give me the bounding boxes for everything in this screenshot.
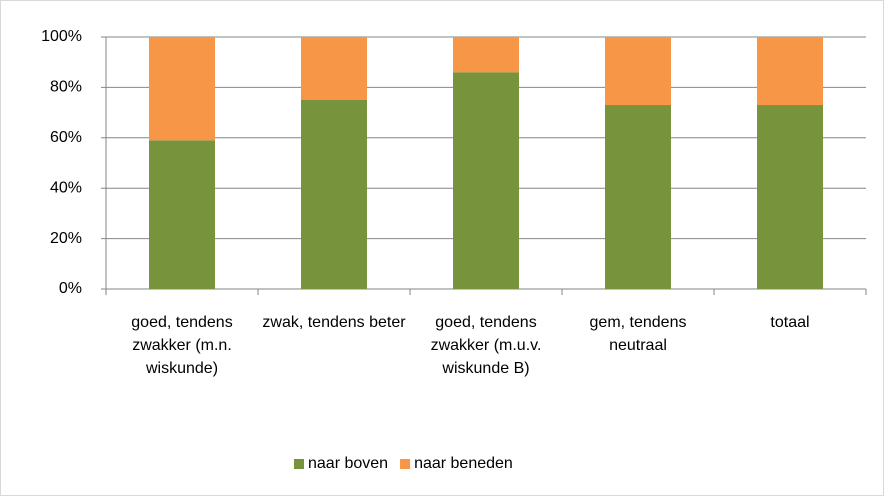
x-tick-label: goed, tendens zwakker (m.u.v. wiskunde B… bbox=[430, 314, 542, 377]
x-tick-label: gem, tendens neutraal bbox=[589, 314, 687, 354]
bar-segment bbox=[605, 105, 671, 289]
legend-label: naar boven bbox=[308, 455, 388, 472]
bar-segment bbox=[757, 37, 823, 106]
legend-swatch bbox=[294, 459, 304, 469]
bar-segment bbox=[605, 37, 671, 106]
bar-segment bbox=[149, 37, 215, 141]
y-tick-label: 20% bbox=[50, 230, 82, 247]
legend-label: naar beneden bbox=[414, 455, 513, 472]
y-tick-label: 60% bbox=[50, 129, 82, 146]
y-tick-label: 0% bbox=[59, 280, 82, 297]
y-tick-label: 100% bbox=[41, 28, 82, 45]
x-tick-label: goed, tendens zwakker (m.n. wiskunde) bbox=[131, 314, 233, 377]
bar-segment bbox=[757, 105, 823, 289]
bar-segment bbox=[149, 140, 215, 289]
bar-segment bbox=[453, 72, 519, 289]
bar-segment bbox=[453, 37, 519, 73]
x-tick-label: totaal bbox=[770, 314, 810, 331]
bar-segment bbox=[301, 100, 367, 289]
legend-swatch bbox=[400, 459, 411, 469]
bar-segment bbox=[301, 37, 367, 100]
x-tick-label: zwak, tendens beter bbox=[262, 314, 406, 331]
y-tick-label: 40% bbox=[50, 179, 82, 196]
y-tick-label: 80% bbox=[50, 79, 82, 96]
